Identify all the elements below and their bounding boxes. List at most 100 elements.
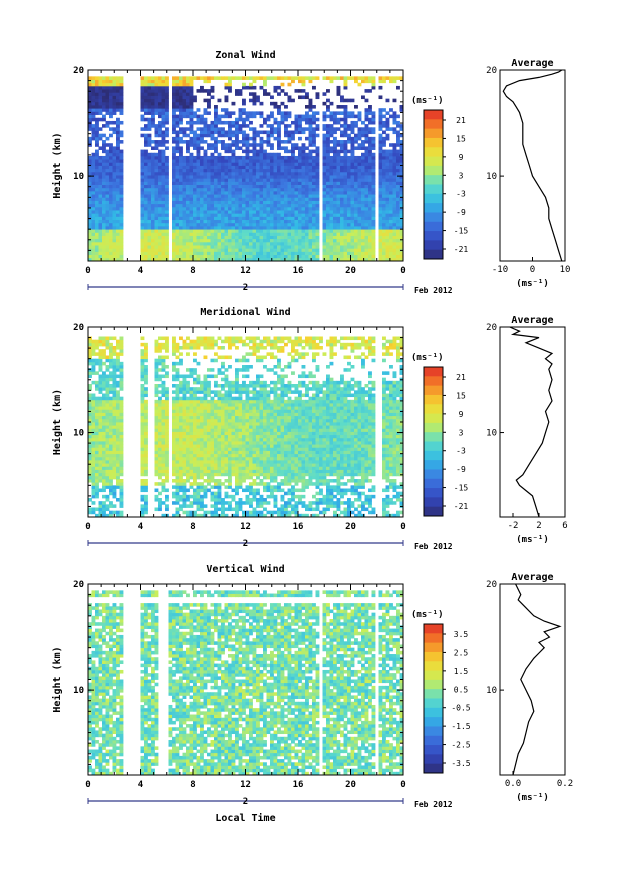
heatmap-cell xyxy=(175,387,180,391)
heatmap-cell xyxy=(326,206,330,211)
heatmap-cell xyxy=(102,406,106,410)
heatmap-cell xyxy=(91,488,96,493)
heatmap-cell xyxy=(361,178,365,182)
heatmap-cell xyxy=(91,162,96,166)
heatmap-cell xyxy=(151,200,155,205)
heatmap-cell xyxy=(147,184,152,189)
heatmap-cell xyxy=(231,171,236,176)
heatmap-cell xyxy=(305,120,309,125)
heatmap-cell xyxy=(144,216,148,221)
heatmap-cell xyxy=(172,105,176,109)
heatmap-cell xyxy=(228,235,232,240)
heatmap-cell xyxy=(193,143,197,147)
heatmap-cell xyxy=(301,117,306,122)
heatmap-cell xyxy=(385,117,390,122)
heatmap-cell xyxy=(186,206,190,211)
heatmap-cell xyxy=(175,105,180,109)
heatmap-cell xyxy=(154,450,159,455)
heatmap-cell xyxy=(217,238,222,243)
heatmap-cell xyxy=(368,136,372,141)
heatmap-cell xyxy=(161,460,166,464)
heatmap-cell xyxy=(329,76,334,80)
heatmap-cell xyxy=(119,235,124,240)
heatmap-cell xyxy=(235,213,239,217)
heatmap-cell xyxy=(147,155,152,160)
heatmap-cell xyxy=(161,358,166,363)
heatmap-cell xyxy=(105,339,110,344)
heatmap-cell xyxy=(182,245,187,249)
heatmap-cell xyxy=(389,187,393,192)
heatmap-cell xyxy=(294,143,299,147)
heatmap-cell xyxy=(144,444,148,448)
heatmap-cell xyxy=(340,248,344,252)
heatmap-cell xyxy=(385,165,390,170)
heatmap-cell xyxy=(371,162,376,166)
heatmap-cell xyxy=(371,181,376,185)
heatmap-cell xyxy=(364,136,369,141)
heatmap-cell xyxy=(186,181,190,185)
heatmap-cell xyxy=(242,222,246,227)
heatmap-cell xyxy=(392,219,397,224)
heatmap-cell xyxy=(165,130,169,135)
heatmap-cell xyxy=(116,425,120,429)
heatmap-cell xyxy=(144,422,148,426)
heatmap-cell xyxy=(203,98,208,103)
heatmap-cell xyxy=(298,168,302,173)
heatmap-cell xyxy=(95,352,99,356)
heatmap-cell xyxy=(144,406,148,410)
heatmap-cell xyxy=(354,159,358,163)
heatmap-cell xyxy=(326,197,330,201)
heatmap-cell xyxy=(252,171,257,176)
heatmap-cell xyxy=(294,175,299,179)
heatmap-cell xyxy=(343,219,348,224)
heatmap-cell xyxy=(147,194,152,198)
heatmap-cell xyxy=(95,431,99,436)
heatmap-cell xyxy=(144,399,148,404)
heatmap-cell xyxy=(277,184,281,189)
heatmap-cell xyxy=(343,149,348,154)
heatmap-cell xyxy=(207,248,211,252)
heatmap-cell xyxy=(140,479,145,483)
heatmap-cell xyxy=(368,165,372,170)
heatmap-cell xyxy=(109,254,113,259)
heatmap-cell xyxy=(308,181,313,185)
heatmap-cell xyxy=(245,143,250,147)
heatmap-cell xyxy=(228,76,232,80)
heatmap-cell xyxy=(347,194,351,198)
heatmap-cell xyxy=(98,82,103,87)
heatmap-cell xyxy=(249,200,253,205)
heatmap-cell xyxy=(238,254,243,259)
heatmap-cell xyxy=(350,165,355,170)
heatmap-cell xyxy=(249,187,253,192)
heatmap-cell xyxy=(196,197,201,201)
heatmap-cell xyxy=(175,494,180,499)
heatmap-cell xyxy=(322,248,327,252)
heatmap-cell xyxy=(165,155,169,160)
heatmap-cell xyxy=(249,222,253,227)
heatmap-cell xyxy=(102,213,106,217)
heatmap-cell xyxy=(88,79,92,84)
heatmap-cell xyxy=(119,194,124,198)
heatmap-cell xyxy=(175,238,180,243)
heatmap-cell xyxy=(210,213,215,217)
heatmap-cell xyxy=(263,89,267,93)
heatmap-cell xyxy=(266,197,271,201)
heatmap-cell xyxy=(287,165,292,170)
heatmap-cell xyxy=(315,95,320,100)
heatmap-cell xyxy=(350,216,355,221)
heatmap-cell xyxy=(249,178,253,182)
heatmap-cell xyxy=(112,251,117,256)
heatmap-cell xyxy=(252,162,257,166)
heatmap-cell xyxy=(399,225,404,230)
heatmap-cell xyxy=(116,453,120,458)
heatmap-cell xyxy=(196,210,201,214)
heatmap-cell xyxy=(179,108,183,112)
heatmap-cell xyxy=(109,355,113,360)
heatmap-cell xyxy=(256,245,260,249)
heatmap-cell xyxy=(235,127,239,131)
heatmap-cell xyxy=(270,187,274,192)
heatmap-cell xyxy=(263,229,267,233)
heatmap-cell xyxy=(119,437,124,442)
heatmap-cell xyxy=(105,336,110,341)
heatmap-cell xyxy=(116,155,120,160)
